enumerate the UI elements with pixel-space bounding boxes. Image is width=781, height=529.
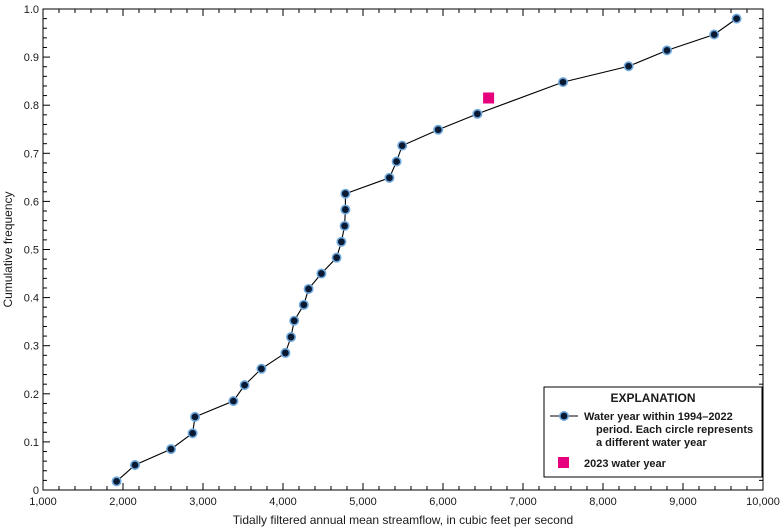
y-tick-label: 0.9 [24,52,39,64]
data-point-circle [339,220,350,231]
legend: EXPLANATION Water year within 1994–2022 … [543,386,763,478]
x-tick-label: 6,000 [429,496,457,508]
y-axis-title: Cumulative frequency [1,191,15,307]
series-water-years [111,13,742,487]
data-point-circle [557,77,568,88]
data-point-circle [336,236,347,247]
data-point-circle [623,61,634,72]
data-point-circle [340,204,351,215]
axes: 1,000 2,000 3,000 4,000 5,000 6,000 7,000 8,000… [24,4,780,508]
y-tick-label: 0.2 [24,389,39,401]
y-tick-label: 0.5 [24,245,39,257]
data-point-circle [130,459,141,470]
y-tick-label: 0.8 [24,100,39,112]
x-tick-label: 3,000 [189,496,217,508]
legend-circle-swatch [558,410,569,421]
x-tick-label: 5,000 [349,496,377,508]
data-point-circle [239,380,250,391]
y-tick-label: 0.4 [24,293,39,305]
legend-label-water-years-line-1: Water year within 1994–2022 [584,411,733,423]
data-point-circle [316,268,327,279]
data-point-circle [661,45,672,56]
data-point-circle [709,29,720,40]
data-point-circle [331,252,342,263]
data-point-circle [111,476,122,487]
data-point-circle [190,411,201,422]
data-point-circle [289,315,300,326]
data-point-circle [228,396,239,407]
x-tick-label: 4,000 [269,496,297,508]
data-point-circle [433,124,444,135]
data-point-circle [472,108,483,119]
x-tick-label: 9,000 [669,496,697,508]
y-tick-label: 0.6 [24,196,39,208]
data-point-circle [187,428,198,439]
data-point-circle [280,347,291,358]
legend-entry-water-years: Water year within 1994–2022 period. Each… [550,410,753,449]
data-point-circle [340,188,351,199]
y-tick-label: 1.0 [24,4,39,16]
data-point-circle [391,156,402,167]
y-tick-label: 0.7 [24,148,39,160]
data-point-circle [303,283,314,294]
data-point-circle [384,172,395,183]
x-tick-label: 2,000 [109,496,137,508]
x-axis-title: Tidally filtered annual mean streamflow,… [233,513,573,527]
legend-square-swatch [558,457,569,468]
x-tick-label: 8,000 [589,496,617,508]
data-point-circle [285,332,296,343]
y-tick-label: 0 [33,485,39,497]
y-tick-label: 0.3 [24,341,39,353]
legend-box [543,386,763,478]
legend-title: EXPLANATION [610,391,695,405]
series-layer [111,13,742,487]
data-point-circle [731,13,742,24]
data-point-square [483,92,495,104]
data-point-circle [298,299,309,310]
series-2023 [483,92,495,104]
legend-label-water-years-line-2: period. Each circle represents [596,424,753,436]
x-tick-label: 1,000 [29,496,57,508]
legend-label-water-years-line-3: a different water year [596,437,707,449]
data-point-circle [166,444,177,455]
data-point-circle [256,363,267,374]
data-point-circle [397,140,408,151]
x-tick-label: 7,000 [509,496,537,508]
legend-entry-2023: 2023 water year [558,457,667,470]
x-tick-label: 10,000 [746,496,780,508]
legend-label-2023: 2023 water year [584,458,667,470]
y-tick-label: 0.1 [24,437,39,449]
